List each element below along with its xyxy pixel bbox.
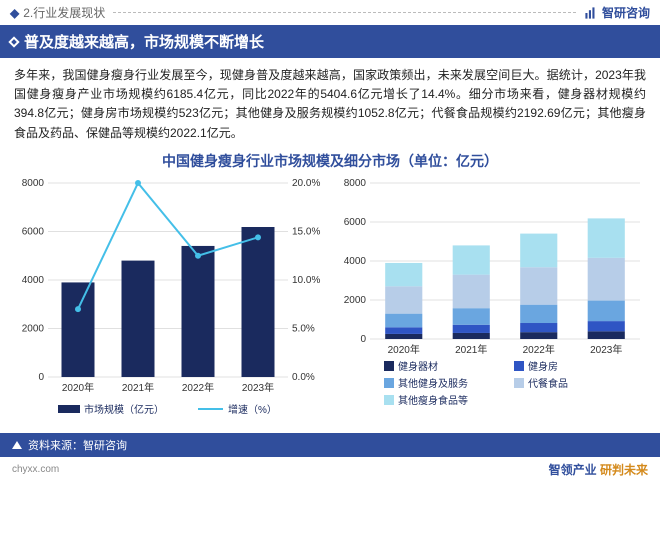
svg-text:2000: 2000 — [22, 323, 45, 334]
slogan-a: 智领产业 — [549, 463, 597, 477]
svg-text:健身房: 健身房 — [528, 360, 558, 373]
svg-text:0: 0 — [360, 334, 366, 345]
svg-text:市场规模（亿元）: 市场规模（亿元） — [84, 403, 164, 416]
svg-text:6000: 6000 — [22, 226, 45, 237]
website: chyxx.com — [12, 464, 59, 475]
svg-text:15.0%: 15.0% — [292, 226, 320, 237]
svg-text:10.0%: 10.0% — [292, 275, 320, 286]
bottom-bar: chyxx.com 智领产业 研判未来 — [0, 457, 660, 482]
source-bar: 资料来源：智研咨询 — [0, 433, 660, 457]
svg-text:2020年: 2020年 — [62, 381, 94, 394]
svg-text:代餐食品: 代餐食品 — [528, 377, 568, 390]
title-text: 普及度越来越高，市场规模不断增长 — [24, 31, 264, 52]
right-chart: 0 2000 4000 6000 8000 2020年 2021年 2022年 2023年健身器… — [336, 173, 646, 433]
svg-text:2023年: 2023年 — [590, 343, 622, 356]
svg-text:2000: 2000 — [344, 295, 367, 306]
svg-text:8000: 8000 — [22, 178, 45, 189]
section-number: 2. — [23, 6, 33, 20]
svg-text:20.0%: 20.0% — [292, 178, 320, 189]
svg-text:其他瘦身食品等: 其他瘦身食品等 — [398, 394, 468, 407]
section-header: ◆ 2. 行业发展现状 智研咨询 — [0, 0, 660, 25]
svg-text:2021年: 2021年 — [455, 343, 487, 356]
slogan: 智领产业 研判未来 — [549, 461, 648, 478]
triangle-icon — [12, 441, 22, 449]
svg-text:2020年: 2020年 — [388, 343, 420, 356]
page-root: ◆ 2. 行业发展现状 智研咨询 普及度越来越高，市场规模不断增长 多年来，我国… — [0, 0, 660, 545]
svg-text:2023年: 2023年 — [242, 381, 274, 394]
section-dot: ◆ — [10, 6, 19, 20]
source-label: 资料来源：智研咨询 — [28, 437, 127, 453]
svg-text:增速（%）: 增速（%） — [228, 403, 277, 416]
section-label: 行业发展现状 — [33, 4, 105, 21]
brand-icon — [584, 6, 598, 20]
svg-text:其他健身及服务: 其他健身及服务 — [398, 377, 468, 390]
svg-text:8000: 8000 — [344, 178, 367, 189]
svg-text:2021年: 2021年 — [122, 381, 154, 394]
diamond-icon — [8, 36, 19, 47]
slogan-b: 研判未来 — [600, 463, 648, 477]
svg-text:4000: 4000 — [22, 275, 45, 286]
body-paragraph: 多年来，我国健身瘦身行业发展至今，现健身普及度越来越高，国家政策频出，未来发展空… — [0, 58, 660, 147]
left-chart-svg: 0 2000 4000 6000 8000 0.0% 5.0% 10.0% 15.0% 20.0%… — [10, 173, 330, 433]
divider-line — [113, 12, 576, 13]
svg-text:健身器材: 健身器材 — [398, 360, 438, 373]
left-chart: 0 2000 4000 6000 8000 0.0% 5.0% 10.0% 15.0% 20.0%… — [10, 173, 330, 433]
charts-row: 0 2000 4000 6000 8000 0.0% 5.0% 10.0% 15.0% 20.0%… — [0, 173, 660, 433]
right-chart-svg: 0 2000 4000 6000 8000 2020年 2021年 2022年 2023年健身器… — [336, 173, 646, 433]
svg-text:0: 0 — [38, 372, 44, 383]
svg-text:6000: 6000 — [344, 217, 367, 228]
svg-text:5.0%: 5.0% — [292, 323, 315, 334]
svg-text:2022年: 2022年 — [182, 381, 214, 394]
svg-text:4000: 4000 — [344, 256, 367, 267]
svg-text:0.0%: 0.0% — [292, 372, 315, 383]
title-bar: 普及度越来越高，市场规模不断增长 — [0, 25, 660, 58]
brand-name: 智研咨询 — [602, 4, 650, 21]
brand-top: 智研咨询 — [584, 4, 650, 21]
svg-text:2022年: 2022年 — [523, 343, 555, 356]
chart-title: 中国健身瘦身行业市场规模及细分市场（单位：亿元） — [0, 147, 660, 173]
